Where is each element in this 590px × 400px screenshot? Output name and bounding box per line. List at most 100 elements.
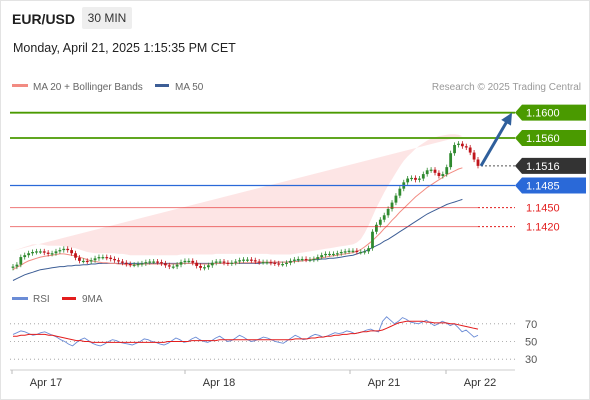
candle [261,259,265,265]
candle [206,262,210,270]
candle [468,144,472,156]
candle [355,248,359,255]
candle [429,167,433,173]
ma50-legend-label: MA 50 [175,82,204,93]
level-label: 1.1516 [526,161,560,173]
candle [222,258,226,266]
candle [121,258,124,266]
forecast-arrow [479,119,509,167]
candle [50,250,54,257]
candle [23,252,27,260]
candle [78,255,81,264]
candle [54,248,58,256]
candle [117,257,120,265]
x-tick-label: Apr 22 [464,377,496,389]
candle [304,256,308,263]
candle [195,260,199,269]
candle [97,254,101,261]
ma20-line [12,167,463,271]
candle [316,254,320,262]
candle [11,264,15,271]
candle [394,193,398,206]
candle [132,262,136,268]
candle [167,262,171,270]
level-lines: 1.1600 1.1560 1.1516 1.1485 1.1450 1.1420 [10,104,586,234]
level-label: 1.1485 [526,181,560,193]
candle [214,258,218,266]
candle [441,171,445,179]
source-credit: Research © 2025 Trading Central [432,82,581,93]
candle [187,258,191,264]
candle [242,257,245,263]
candle [140,260,144,267]
ma20-legend-label: MA 20 + Bollinger Bands [33,82,143,93]
candle [445,164,449,177]
candle [238,257,242,265]
rsi-level-label: 70 [525,319,537,331]
level-badge [515,130,586,146]
candle [226,260,230,266]
candle [144,259,148,266]
candle [124,260,128,267]
bollinger-band-fill [13,134,463,256]
candle [183,258,187,265]
level-label: 1.1420 [526,222,560,234]
rsi-panel: 70 50 30 [10,316,537,366]
candle [128,261,132,268]
candle [156,258,159,265]
candle [66,246,70,253]
candle [105,254,109,261]
rsi-level-label: 50 [525,337,537,349]
candle [148,258,152,265]
candle [324,251,328,258]
rsi-legend-label: RSI [33,294,50,305]
candle [109,255,113,262]
ma50-legend-swatch [155,84,169,87]
candle [230,260,234,266]
candle [410,175,413,182]
ma9-legend-swatch [62,297,76,300]
candle [292,257,296,264]
candle [285,260,288,267]
candle [175,262,179,270]
candle [273,260,277,266]
candle [425,167,429,177]
candle [46,250,50,257]
candle [363,248,367,255]
candle [464,143,468,151]
ma9-legend-label: 9MA [82,294,103,305]
candle [74,250,77,261]
candle [421,171,425,182]
candle [312,256,316,263]
candle [417,176,421,183]
candle [253,257,257,265]
candle [347,248,351,254]
level-badge [515,157,586,174]
candle [191,258,195,266]
candle [136,261,140,268]
candle [160,259,163,266]
chart-datetime: Monday, April 21, 2025 1:15:35 PM CET [13,41,236,55]
candle [457,141,460,148]
level-label: 1.1560 [526,133,560,145]
candle [179,259,183,268]
candle [35,248,38,255]
level-label: 1.1450 [526,203,560,215]
candle [218,258,222,265]
level-badge [515,104,586,121]
candle [390,200,394,212]
candle [472,150,476,163]
x-tick-label: Apr 17 [30,377,62,389]
candle [19,254,23,268]
candle [246,257,249,263]
forecast-arrow-head [501,112,512,126]
candle [476,157,480,169]
candle [359,249,363,255]
candle [296,256,300,263]
level-label: 1.1600 [526,108,560,120]
timeframe-badge[interactable]: 30 MIN [82,7,132,29]
candle [152,258,156,265]
candle [437,170,441,179]
x-axis: Apr 17 Apr 18 Apr 21 Apr 22 [11,370,496,389]
candle [70,247,74,256]
